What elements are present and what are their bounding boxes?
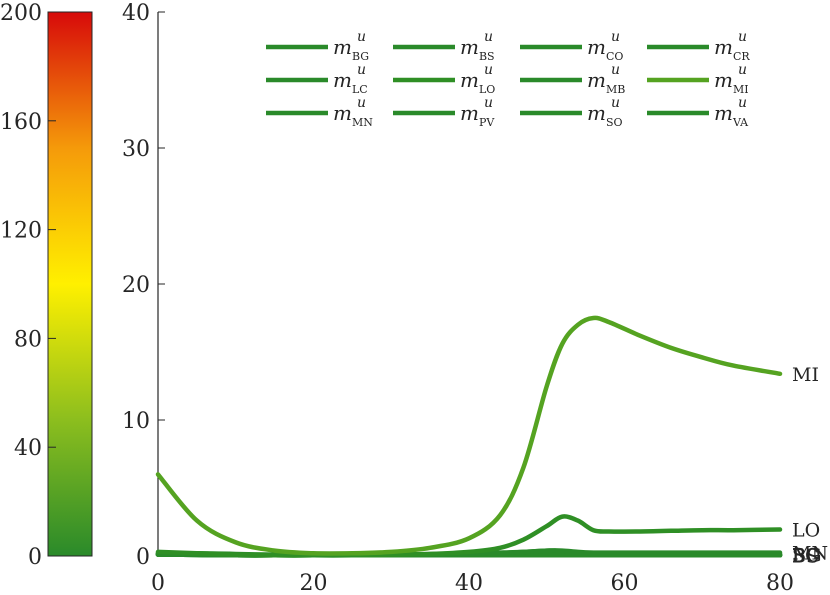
legend-entry: mLOu bbox=[393, 62, 495, 96]
legend-superscript: u bbox=[484, 29, 493, 45]
legend-label: mMIu bbox=[714, 62, 749, 96]
legend-subscript: PV bbox=[479, 116, 495, 129]
y-tick-label: 0 bbox=[136, 545, 150, 570]
y-tick-label: 20 bbox=[122, 273, 150, 298]
legend-subscript: VA bbox=[732, 116, 749, 129]
legend-superscript: u bbox=[357, 29, 366, 45]
colorbar: 0 40 80 120 160 200 bbox=[0, 1, 93, 570]
legend-subscript: BS bbox=[479, 50, 495, 63]
legend-entry: mVAu bbox=[647, 95, 749, 129]
legend-subscript: BG bbox=[352, 50, 369, 63]
legend-entry: mMBu bbox=[520, 62, 625, 96]
plot-axes: 0 10 20 30 40 0 20 40 60 80 bbox=[122, 1, 794, 595]
legend-superscript: u bbox=[357, 95, 366, 111]
legend-subscript: MB bbox=[606, 83, 625, 96]
x-tick-label: 80 bbox=[766, 571, 794, 595]
legend-label: mLCu bbox=[333, 62, 368, 96]
x-tick-label: 60 bbox=[611, 571, 639, 595]
legend-entry: mCRu bbox=[647, 29, 750, 63]
legend-entry: mLCu bbox=[266, 62, 368, 96]
series-end-label: BG bbox=[792, 545, 822, 567]
series-end-label: MI bbox=[792, 364, 819, 386]
legend-entry: mPVu bbox=[393, 95, 495, 129]
legend-subscript: LO bbox=[479, 83, 495, 96]
legend-subscript: LC bbox=[352, 83, 368, 96]
y-tick-label: 30 bbox=[122, 137, 150, 162]
legend-subscript: MN bbox=[352, 116, 373, 129]
legend-superscript: u bbox=[484, 62, 493, 78]
legend-entry: mMIu bbox=[647, 62, 749, 96]
colorbar-tick-label: 120 bbox=[0, 219, 42, 244]
colorbar-tick-label: 40 bbox=[14, 436, 42, 461]
series-end-label: LO bbox=[792, 519, 820, 541]
legend-entry: mBSu bbox=[393, 29, 495, 63]
series-line-mi bbox=[155, 315, 783, 556]
legend-entry: mMNu bbox=[266, 95, 373, 129]
colorbar-tick-label: 160 bbox=[0, 110, 42, 135]
colorbar-tick-label: 200 bbox=[0, 1, 42, 26]
colorbar-ticks: 0 40 80 120 160 200 bbox=[0, 1, 56, 570]
legend-subscript: CR bbox=[733, 50, 750, 63]
colorbar-gradient bbox=[47, 11, 93, 557]
legend-label: mBGu bbox=[333, 29, 369, 63]
series-layer bbox=[155, 315, 783, 558]
legend-entry: mCOu bbox=[520, 29, 623, 63]
legend-subscript: MI bbox=[733, 83, 749, 96]
y-axis-ticks: 0 10 20 30 40 bbox=[122, 1, 165, 570]
y-tick-label: 40 bbox=[122, 1, 150, 26]
x-axis-ticks: 0 20 40 60 80 bbox=[151, 571, 794, 595]
legend-superscript: u bbox=[611, 29, 620, 45]
legend-label: mSOu bbox=[587, 95, 623, 129]
x-tick-label: 0 bbox=[151, 571, 165, 595]
colorbar-tick-label: 80 bbox=[14, 327, 42, 352]
x-tick-label: 40 bbox=[455, 571, 483, 595]
series-end-label: MN bbox=[792, 543, 828, 565]
legend-label: mVAu bbox=[714, 95, 749, 129]
x-tick-label: 20 bbox=[300, 571, 328, 595]
y-tick-label: 10 bbox=[122, 409, 150, 434]
legend-label: mMNu bbox=[333, 95, 373, 129]
legend-label: mBSu bbox=[460, 29, 495, 63]
series-end-label: SO bbox=[792, 544, 821, 566]
legend-label: mCRu bbox=[714, 29, 750, 63]
legend-superscript: u bbox=[738, 95, 747, 111]
legend-subscript: SO bbox=[606, 116, 623, 129]
colorbar-tick-label: 0 bbox=[28, 545, 42, 570]
legend-entry: mBGu bbox=[266, 29, 369, 63]
legend-superscript: u bbox=[357, 62, 366, 78]
legend-label: mMBu bbox=[587, 62, 625, 96]
legend-superscript: u bbox=[738, 62, 747, 78]
legend-superscript: u bbox=[484, 95, 493, 111]
legend-superscript: u bbox=[611, 95, 620, 111]
legend-superscript: u bbox=[738, 29, 747, 45]
legend-entry: mSOu bbox=[520, 95, 623, 129]
legend-label: mPVu bbox=[460, 95, 495, 129]
legend-label: mCOu bbox=[587, 29, 623, 63]
legend-label: mLOu bbox=[460, 62, 495, 96]
series-line-lo bbox=[155, 514, 783, 558]
series-end-label: BS bbox=[792, 545, 819, 567]
legend-superscript: u bbox=[611, 62, 620, 78]
legend-subscript: CO bbox=[606, 50, 623, 63]
